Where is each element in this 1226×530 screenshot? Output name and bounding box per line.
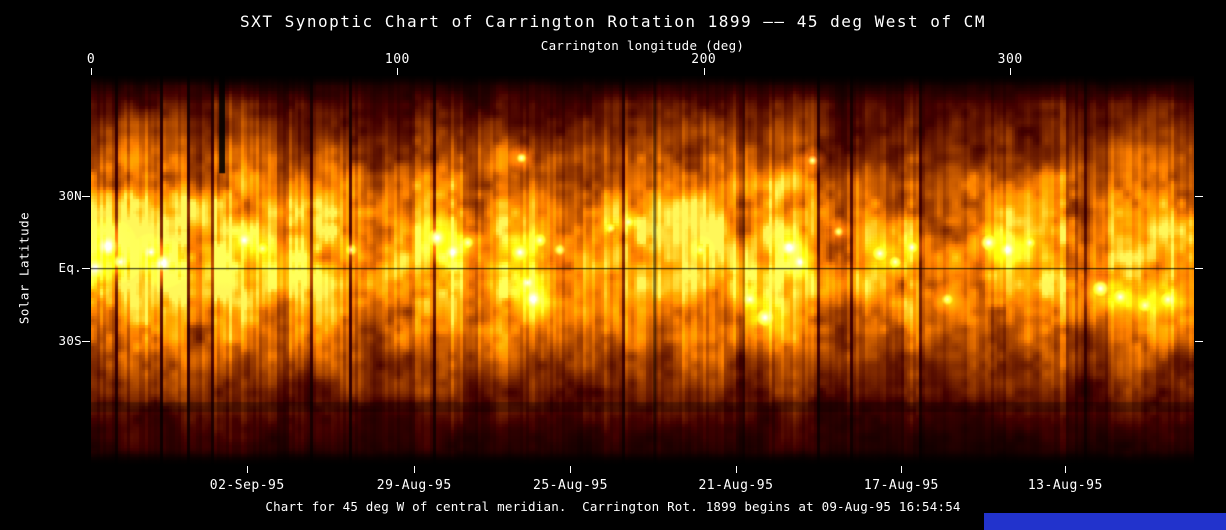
date-tick-mark xyxy=(570,466,572,473)
x-tick-label: 0 xyxy=(86,52,96,67)
y-tick-mark xyxy=(82,268,90,269)
date-tick-mark xyxy=(414,466,416,473)
date-tick-mark xyxy=(1065,466,1067,473)
date-tick-mark xyxy=(901,466,903,473)
date-tick-label: 13-Aug-95 xyxy=(1027,478,1103,493)
date-tick-mark xyxy=(735,466,737,473)
y-tick-label: Eq. xyxy=(58,259,82,275)
y-axis-label: Solar Latitude xyxy=(16,211,32,325)
x-tick-mark xyxy=(703,68,705,75)
y-tick-label: 30N xyxy=(58,187,82,203)
x-tick-label: 200 xyxy=(691,52,717,67)
y-tick-mark xyxy=(1195,195,1203,197)
chart-caption: Chart for 45 deg W of central meridian. … xyxy=(265,499,961,514)
x-tick-mark xyxy=(1010,68,1012,75)
date-tick-label: 21-Aug-95 xyxy=(698,478,774,493)
y-tick-mark xyxy=(82,340,90,342)
date-tick-mark xyxy=(247,466,249,473)
y-tick-mark xyxy=(1195,340,1203,342)
x-axis-label: Carrington longitude (deg) xyxy=(540,38,745,53)
date-tick-label: 29-Aug-95 xyxy=(376,478,452,493)
synoptic-map-image xyxy=(91,76,1194,465)
x-tick-label: 300 xyxy=(997,52,1023,67)
y-tick-mark xyxy=(1195,268,1203,269)
y-tick-mark xyxy=(82,195,90,197)
x-tick-mark xyxy=(397,68,399,75)
date-tick-label: 17-Aug-95 xyxy=(863,478,939,493)
x-tick-label: 100 xyxy=(384,52,410,67)
y-tick-label: 30S xyxy=(58,332,82,348)
chart-title: SXT Synoptic Chart of Carrington Rotatio… xyxy=(240,12,986,31)
x-tick-mark xyxy=(91,68,92,75)
plot-made-badge: Plot Made 21-Mar-2011 10:38:56.00 xyxy=(984,513,1226,530)
date-tick-label: 02-Sep-95 xyxy=(209,478,285,493)
date-tick-label: 25-Aug-95 xyxy=(533,478,608,493)
